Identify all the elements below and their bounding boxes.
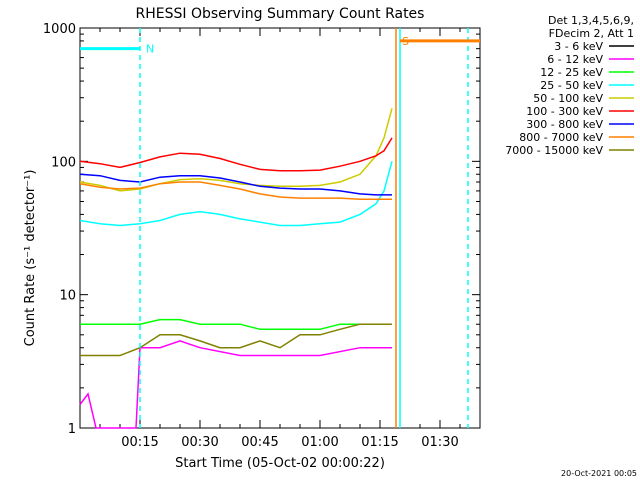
series-line-5 — [79, 137, 393, 172]
legend-label: 3 - 6 keV — [554, 40, 603, 53]
series-line-4 — [79, 108, 393, 192]
x-tick-label: 00:15 — [121, 435, 158, 450]
legend-label: 6 - 12 keV — [547, 53, 603, 66]
annotation-layer: NS — [80, 28, 480, 428]
series-line-6 — [79, 173, 392, 196]
x-tick-label: 00:30 — [181, 435, 218, 450]
legend-label: 25 - 50 keV — [540, 79, 603, 92]
y-tick-label: 10 — [59, 289, 76, 304]
y-tick-label: 1 — [68, 422, 76, 437]
legend-header-line: Det 1,3,4,5,6,9, — [548, 14, 634, 27]
x-tick-label: 01:15 — [361, 435, 398, 450]
legend-label: 800 - 7000 keV — [519, 131, 603, 144]
flag-label-0: N — [146, 43, 154, 56]
series-line-2 — [80, 318, 392, 331]
legend-label: 12 - 25 keV — [540, 66, 603, 79]
y-axis-label: Count Rate (s⁻¹ detector⁻¹) — [23, 170, 38, 347]
series-line-7 — [79, 181, 392, 200]
series-line-3 — [79, 161, 393, 227]
flag-label-1: S — [402, 35, 409, 48]
series-line-8 — [80, 323, 392, 357]
y-tick-label: 1000 — [43, 22, 76, 37]
legend: Det 1,3,4,5,6,9,FDecim 2, Att 13 - 6 keV… — [505, 14, 634, 157]
legend-label: 300 - 800 keV — [526, 118, 603, 131]
chart-title: RHESSI Observing Summary Count Rates — [136, 6, 425, 22]
axes: 1 10 100 1000 00:15 00:30 00:45 01:00 01:15 01:30 — [43, 22, 481, 450]
y-tick-label: 100 — [51, 155, 76, 170]
x-tick-label: 01:00 — [301, 435, 338, 450]
x-tick-label: 00:45 — [241, 435, 278, 450]
x-axis-label: Start Time (05-Oct-02 00:00:22) — [175, 456, 385, 471]
x-tick-label: 01:30 — [421, 435, 458, 450]
legend-label: 50 - 100 keV — [533, 92, 603, 105]
legend-header-line: FDecim 2, Att 1 — [549, 27, 634, 40]
legend-label: 7000 - 15000 keV — [505, 144, 603, 157]
legend-label: 100 - 300 keV — [526, 105, 603, 118]
footer-timestamp: 20-Oct-2021 00:05 — [561, 469, 637, 478]
series-layer — [79, 108, 393, 429]
series-line-1 — [79, 340, 392, 429]
